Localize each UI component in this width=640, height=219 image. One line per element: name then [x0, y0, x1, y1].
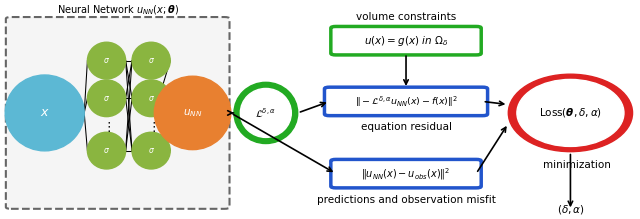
- Ellipse shape: [234, 82, 298, 143]
- Text: $u_{NN}$: $u_{NN}$: [183, 107, 202, 119]
- FancyBboxPatch shape: [331, 159, 481, 188]
- Text: $\sigma$: $\sigma$: [148, 146, 155, 155]
- FancyBboxPatch shape: [331, 26, 481, 55]
- Ellipse shape: [132, 42, 170, 79]
- Text: $(\delta, \alpha)$: $(\delta, \alpha)$: [557, 203, 584, 215]
- Ellipse shape: [132, 80, 170, 117]
- FancyBboxPatch shape: [6, 17, 230, 209]
- Ellipse shape: [517, 79, 624, 147]
- Text: $\vdots$: $\vdots$: [102, 120, 111, 134]
- Text: $\sigma$: $\sigma$: [103, 94, 110, 103]
- Text: $\|u_{NN}(x) - u_{obs}(x)\|^2$: $\|u_{NN}(x) - u_{obs}(x)\|^2$: [362, 166, 451, 182]
- Ellipse shape: [508, 74, 632, 152]
- Ellipse shape: [88, 132, 125, 169]
- Ellipse shape: [88, 42, 125, 79]
- Text: equation residual: equation residual: [360, 122, 452, 132]
- Text: volume constraints: volume constraints: [356, 12, 456, 22]
- Ellipse shape: [5, 75, 84, 151]
- Text: predictions and observation misfit: predictions and observation misfit: [317, 194, 495, 205]
- Text: $u(x) = g(x)$ in $\Omega_\delta$: $u(x) = g(x)$ in $\Omega_\delta$: [364, 34, 448, 48]
- Text: Neural Network $u_{NN}(x;\boldsymbol{\theta})$: Neural Network $u_{NN}(x;\boldsymbol{\th…: [56, 3, 179, 17]
- Text: $\sigma$: $\sigma$: [148, 56, 155, 65]
- Text: $\mathcal{L}^{\delta,\alpha}$: $\mathcal{L}^{\delta,\alpha}$: [255, 106, 276, 120]
- Ellipse shape: [241, 88, 291, 137]
- Text: $\vdots$: $\vdots$: [147, 120, 156, 134]
- Text: $\sigma$: $\sigma$: [103, 146, 110, 155]
- FancyBboxPatch shape: [324, 87, 488, 116]
- Ellipse shape: [154, 76, 231, 150]
- Text: $x$: $x$: [40, 106, 50, 119]
- Text: $\|-\mathcal{L}^{\delta,\alpha}u_{NN}(x) - f(x)\|^2$: $\|-\mathcal{L}^{\delta,\alpha}u_{NN}(x)…: [355, 94, 458, 109]
- Ellipse shape: [132, 132, 170, 169]
- Ellipse shape: [88, 80, 125, 117]
- Text: $\sigma$: $\sigma$: [103, 56, 110, 65]
- Text: Loss$(\boldsymbol{\theta}, \delta, \alpha)$: Loss$(\boldsymbol{\theta}, \delta, \alph…: [539, 106, 602, 119]
- Text: $\sigma$: $\sigma$: [148, 94, 155, 103]
- Text: minimization: minimization: [543, 160, 611, 170]
